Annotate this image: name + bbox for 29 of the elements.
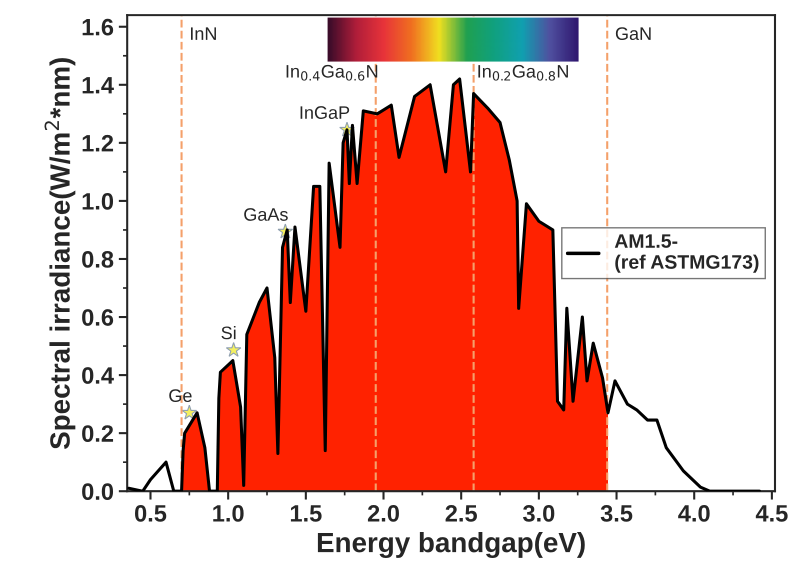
- y-tick-label: 0.8: [82, 251, 114, 268]
- x-tick-label: 4.0: [678, 505, 710, 522]
- y-tick-label: 1.2: [82, 134, 114, 152]
- annotation: GaAs: [244, 208, 288, 221]
- ref-line-label: GaN: [616, 27, 651, 40]
- x-tick-label: 3.0: [522, 505, 554, 522]
- y-tick-label: 0.0: [82, 483, 114, 500]
- annotation: Ge: [169, 389, 192, 402]
- y-tick-label: 0.6: [82, 309, 114, 326]
- legend-label: AM1.5- (ref ASTMG173): [614, 234, 758, 273]
- y-tick-label: 1.0: [82, 192, 114, 210]
- ref-line-label: In$_{0.2}$Ga$_{0.8}$N: [478, 64, 568, 81]
- x-tick-label: 4.5: [756, 505, 788, 522]
- y-tick-label: 0.4: [82, 367, 114, 384]
- y-tick-label: 0.2: [82, 425, 114, 442]
- x-tick-label: 3.5: [600, 505, 632, 522]
- y-axis-title: Spectral irradiance(W/m$^{2}$*nm): [44, 58, 76, 450]
- y-tick-label: 1.6: [82, 18, 114, 36]
- ref-line-label: InN: [190, 27, 216, 40]
- x-tick-label: 0.5: [135, 505, 166, 522]
- x-tick-label: 2.0: [368, 505, 399, 522]
- x-axis-title: Energy bandgap(eV): [318, 532, 585, 558]
- x-tick-label: 2.5: [446, 505, 477, 522]
- x-tick-label: 1.0: [213, 505, 244, 522]
- annotation: Si: [221, 326, 236, 340]
- annotation: InGaP: [300, 106, 350, 119]
- y-tick-label: 1.4: [82, 77, 114, 94]
- x-tick-label: 1.5: [290, 505, 322, 522]
- ref-line-label: In$_{0.4}$Ga$_{0.6}$N: [286, 64, 378, 81]
